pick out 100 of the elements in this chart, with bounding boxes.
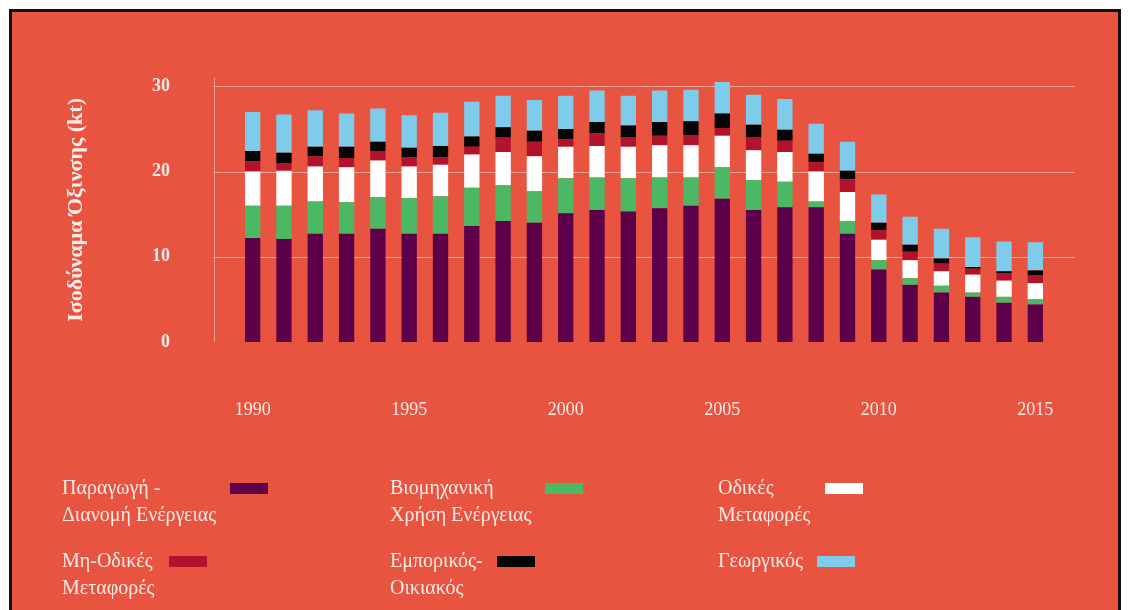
bar [745, 209, 762, 342]
bar [902, 260, 918, 279]
bar [871, 230, 887, 240]
bar [1027, 270, 1044, 276]
bar [244, 161, 261, 172]
bar [683, 145, 699, 178]
bar [307, 201, 323, 234]
legend-label: Μη-Οδικές Μεταφορές [62, 548, 155, 601]
bar [244, 171, 261, 206]
y-tick-label: 10 [152, 245, 170, 266]
x-tick-label: 1990 [234, 398, 271, 419]
bar [589, 209, 605, 342]
bar [244, 111, 261, 152]
bar [651, 208, 668, 342]
bar [589, 133, 605, 146]
bar [965, 296, 981, 342]
bar [370, 108, 386, 142]
bar [745, 150, 762, 181]
bar [745, 94, 762, 125]
bar [777, 140, 793, 152]
bar [401, 115, 417, 148]
bar [244, 238, 261, 342]
bar [839, 141, 856, 171]
bar [338, 157, 355, 168]
bar [401, 166, 417, 198]
bar [714, 198, 730, 342]
bar [1027, 304, 1044, 342]
bar [338, 167, 355, 203]
bar [370, 151, 386, 161]
bar [965, 274, 981, 293]
bar [839, 192, 856, 221]
bar [432, 145, 449, 158]
bar [276, 152, 292, 164]
bar [996, 296, 1012, 303]
bar [526, 156, 543, 192]
y-tick-label: 20 [152, 160, 170, 181]
bar [933, 285, 950, 293]
bar [558, 139, 574, 147]
bar [276, 170, 292, 206]
bar [370, 228, 386, 342]
bar [651, 145, 668, 178]
bar [683, 121, 699, 135]
bar [620, 146, 637, 179]
x-tick-label: 2000 [547, 398, 584, 419]
bar [808, 123, 824, 154]
bar [996, 280, 1012, 297]
bar [714, 135, 730, 168]
bar [933, 258, 950, 264]
bar [620, 95, 637, 126]
bar [307, 110, 323, 147]
y-tick-label: 0 [161, 330, 170, 351]
bar [714, 167, 730, 199]
bar [589, 145, 605, 178]
bar [965, 237, 981, 267]
bar [338, 202, 355, 234]
bar [558, 95, 574, 129]
bar [370, 197, 386, 229]
bar [808, 162, 824, 172]
bar [902, 278, 918, 285]
bar [495, 220, 511, 342]
x-tick-label: 1995 [391, 398, 428, 419]
bar [276, 238, 292, 342]
bar [871, 269, 887, 342]
bar [432, 196, 449, 234]
bar [526, 141, 543, 157]
bar [495, 151, 511, 186]
legend-label: Οδικές Μεταφορές [718, 475, 811, 528]
bar [714, 82, 730, 114]
bar [558, 213, 574, 342]
bar [338, 233, 355, 342]
bar [745, 124, 762, 138]
bar [902, 244, 918, 252]
bar [683, 205, 699, 342]
legend-label: Παραγωγή - Διανομή Ενέργειας [62, 475, 217, 528]
bar [683, 134, 699, 146]
bar [933, 271, 950, 286]
bar [651, 90, 668, 123]
bar [777, 129, 793, 141]
bar [495, 95, 511, 128]
bar [338, 113, 355, 147]
bar [620, 137, 637, 147]
bar [370, 160, 386, 198]
bar [777, 151, 793, 182]
bar [996, 272, 1012, 281]
bar [808, 201, 824, 208]
bar [526, 191, 543, 223]
bar [965, 292, 981, 297]
bar [370, 141, 386, 152]
bar [464, 154, 480, 188]
bar [902, 284, 918, 342]
bar [871, 260, 887, 270]
bar [902, 251, 918, 261]
bar [464, 146, 480, 155]
y-axis-title: Ισοδύναμα Όξινσης (kt) [61, 98, 87, 322]
bar [401, 147, 417, 158]
bar [526, 99, 543, 131]
bar [338, 146, 355, 158]
bar [589, 177, 605, 210]
x-tick-label: 2015 [1017, 398, 1054, 419]
bar [808, 171, 824, 202]
